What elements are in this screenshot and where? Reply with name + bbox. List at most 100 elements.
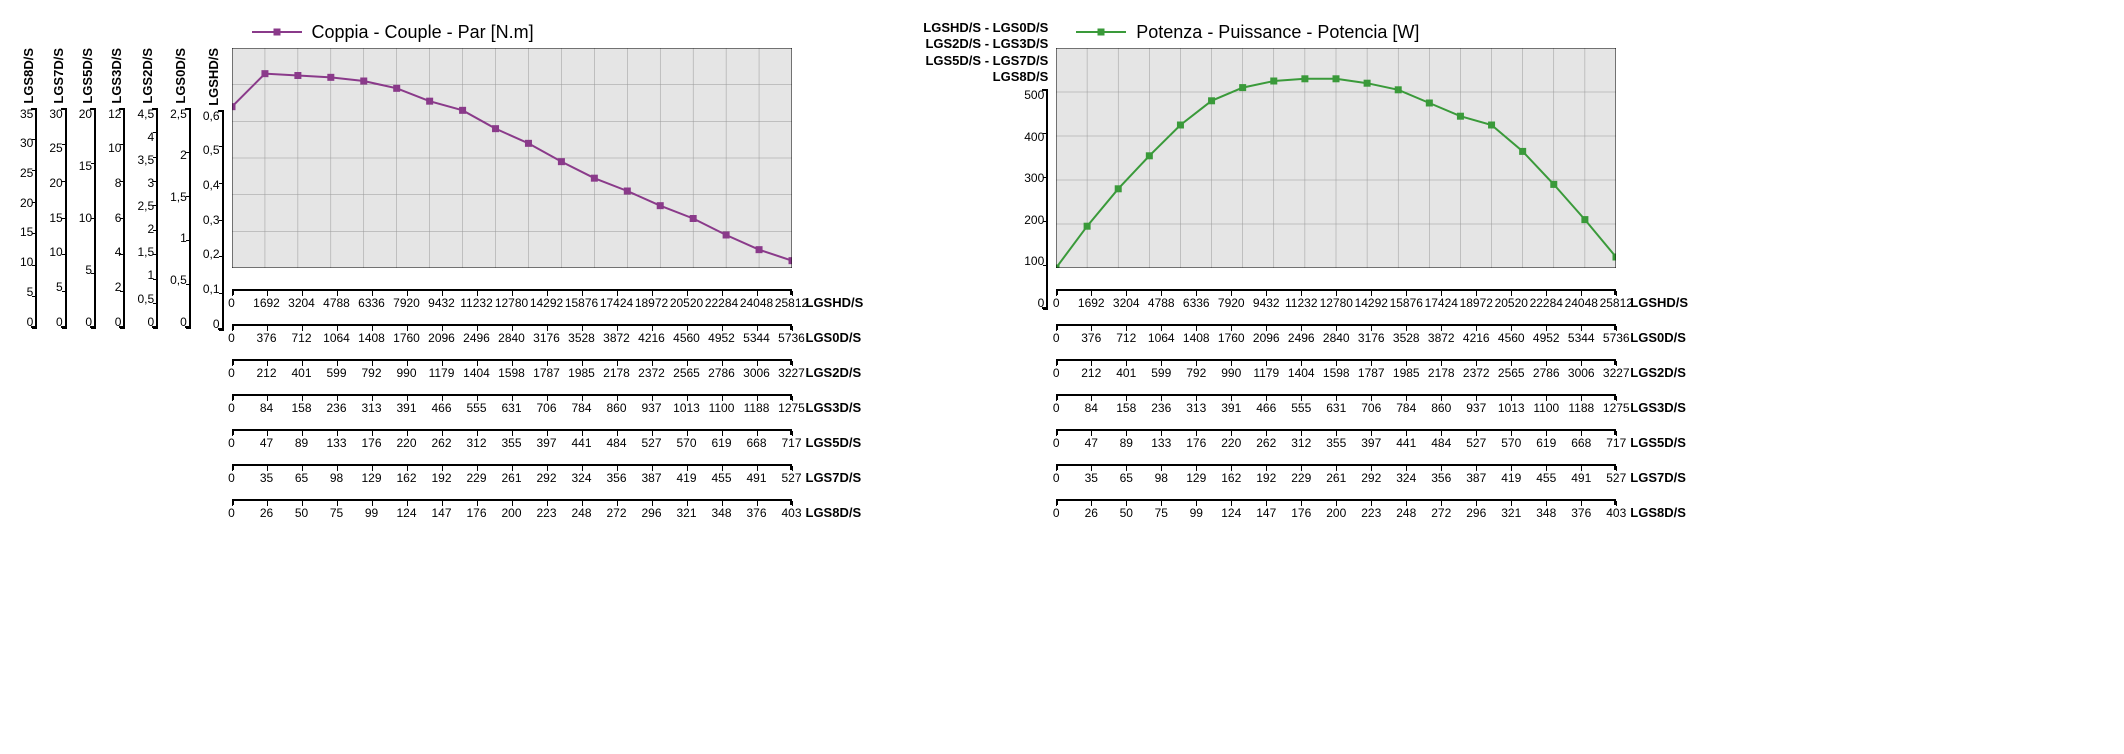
x-tick: 0 bbox=[228, 296, 235, 310]
x-tick: 2496 bbox=[463, 331, 490, 345]
x-tick: 292 bbox=[536, 471, 556, 485]
x-axis-LGS5D/S: 0478913317622026231235539744148452757061… bbox=[1056, 429, 1688, 452]
x-axis-label: LGS0D/S bbox=[806, 324, 862, 345]
x-tick: 348 bbox=[1536, 506, 1556, 520]
x-tick: 990 bbox=[396, 366, 416, 380]
x-tick: 262 bbox=[1256, 436, 1276, 450]
x-axis-LGS8D/S: 0265075991241471762002232482722963213483… bbox=[1056, 499, 1688, 522]
x-tick: 466 bbox=[1256, 401, 1276, 415]
x-tick: 147 bbox=[431, 506, 451, 520]
x-tick: 3528 bbox=[568, 331, 595, 345]
x-tick: 50 bbox=[1120, 506, 1133, 520]
x-tick: 162 bbox=[1221, 471, 1241, 485]
x-tick: 223 bbox=[1361, 506, 1381, 520]
plot-svg bbox=[232, 48, 792, 268]
x-tick: 706 bbox=[1361, 401, 1381, 415]
x-tick: 376 bbox=[1081, 331, 1101, 345]
x-tick: 1598 bbox=[1323, 366, 1350, 380]
y-axis-LGSHD/S: LGSHD/S0,60,50,40,30,20,10 bbox=[203, 48, 224, 330]
x-tick: 35 bbox=[260, 471, 273, 485]
x-tick: 98 bbox=[330, 471, 343, 485]
x-tick: 1275 bbox=[778, 401, 805, 415]
x-tick: 1787 bbox=[533, 366, 560, 380]
y-tick: 200 bbox=[1024, 214, 1044, 226]
x-tick: 176 bbox=[361, 436, 381, 450]
x-tick: 261 bbox=[1326, 471, 1346, 485]
x-tick: 22284 bbox=[1530, 296, 1563, 310]
x-tick: 18972 bbox=[1460, 296, 1493, 310]
x-tick: 1013 bbox=[673, 401, 700, 415]
x-tick: 403 bbox=[781, 506, 801, 520]
x-tick: 599 bbox=[1151, 366, 1171, 380]
x-tick: 261 bbox=[501, 471, 521, 485]
x-tick: 321 bbox=[1501, 506, 1521, 520]
x-tick: 223 bbox=[536, 506, 556, 520]
x-tick: 312 bbox=[1291, 436, 1311, 450]
x-tick: 401 bbox=[291, 366, 311, 380]
x-tick: 1188 bbox=[744, 401, 770, 415]
x-tick: 1692 bbox=[1078, 296, 1105, 310]
y-tick: 300 bbox=[1024, 172, 1044, 184]
x-tick: 555 bbox=[466, 401, 486, 415]
x-tick: 99 bbox=[1190, 506, 1203, 520]
plot-svg bbox=[1056, 48, 1616, 268]
x-tick: 65 bbox=[1120, 471, 1133, 485]
x-tick: 313 bbox=[361, 401, 381, 415]
x-tick: 4560 bbox=[673, 331, 700, 345]
x-tick: 24048 bbox=[740, 296, 773, 310]
x-axis-label: LGS8D/S bbox=[1630, 499, 1686, 520]
x-tick: 212 bbox=[1081, 366, 1101, 380]
x-tick: 0 bbox=[1053, 436, 1060, 450]
x-tick: 717 bbox=[781, 436, 801, 450]
x-axis-LGS5D/S: 0478913317622026231235539744148452757061… bbox=[232, 429, 864, 452]
x-tick: 1064 bbox=[323, 331, 350, 345]
x-tick: 158 bbox=[291, 401, 311, 415]
x-tick: 129 bbox=[1186, 471, 1206, 485]
y-axis-LGS8D/S: LGS8D/S35302520151050 bbox=[20, 48, 37, 330]
x-tick: 272 bbox=[606, 506, 626, 520]
x-tick: 3006 bbox=[1568, 366, 1595, 380]
x-tick: 403 bbox=[1606, 506, 1626, 520]
x-tick: 11232 bbox=[1285, 296, 1317, 310]
legend-swatch bbox=[252, 31, 302, 33]
x-tick: 25812 bbox=[1600, 296, 1633, 310]
x-tick: 1985 bbox=[568, 366, 595, 380]
x-tick: 3227 bbox=[778, 366, 805, 380]
x-tick: 65 bbox=[295, 471, 308, 485]
x-tick: 0 bbox=[228, 436, 235, 450]
x-tick: 348 bbox=[711, 506, 731, 520]
x-tick: 1760 bbox=[393, 331, 420, 345]
x-tick: 455 bbox=[711, 471, 731, 485]
x-tick: 484 bbox=[606, 436, 626, 450]
x-axes: 0169232044788633679209432112321278014292… bbox=[1056, 277, 1688, 522]
x-axis-label: LGS3D/S bbox=[806, 394, 862, 415]
x-axis-LGS3D/S: 0841582363133914665556317067848609371013… bbox=[232, 394, 864, 417]
x-tick: 4952 bbox=[1533, 331, 1560, 345]
x-axes: 0169232044788633679209432112321278014292… bbox=[232, 277, 864, 522]
x-tick: 1404 bbox=[1288, 366, 1315, 380]
x-tick: 17424 bbox=[1425, 296, 1458, 310]
x-tick: 98 bbox=[1155, 471, 1168, 485]
x-tick: 484 bbox=[1431, 436, 1451, 450]
x-tick: 619 bbox=[711, 436, 731, 450]
x-tick: 5736 bbox=[1603, 331, 1630, 345]
x-tick: 248 bbox=[1396, 506, 1416, 520]
y-axis-label: LGS8D/S bbox=[21, 48, 36, 104]
x-tick: 631 bbox=[1326, 401, 1346, 415]
chart-legend: Coppia - Couple - Par [N.m] bbox=[232, 20, 864, 48]
power-left-col: LGSHD/S - LGS0D/SLGS2D/S - LGS3D/SLGS5D/… bbox=[923, 20, 1048, 309]
x-tick: 0 bbox=[1053, 506, 1060, 520]
x-tick: 356 bbox=[1431, 471, 1451, 485]
x-tick: 26 bbox=[1085, 506, 1098, 520]
x-tick: 5344 bbox=[1568, 331, 1595, 345]
x-tick: 22284 bbox=[705, 296, 738, 310]
x-tick: 24048 bbox=[1565, 296, 1598, 310]
y-tick: 500 bbox=[1024, 89, 1044, 101]
x-tick: 89 bbox=[295, 436, 308, 450]
x-tick: 14292 bbox=[530, 296, 563, 310]
x-tick: 0 bbox=[1053, 401, 1060, 415]
x-tick: 99 bbox=[365, 506, 378, 520]
y-tick: 100 bbox=[1024, 255, 1044, 267]
x-tick: 15876 bbox=[565, 296, 598, 310]
x-axis-label: LGS5D/S bbox=[806, 429, 862, 450]
